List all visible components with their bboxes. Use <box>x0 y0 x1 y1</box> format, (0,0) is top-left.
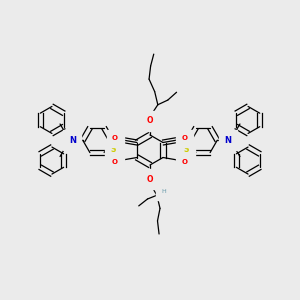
Text: O: O <box>112 135 118 141</box>
Text: O: O <box>147 175 153 184</box>
Text: S: S <box>111 146 116 154</box>
Text: S: S <box>184 146 189 154</box>
Text: O: O <box>112 159 118 165</box>
Text: H: H <box>161 189 166 194</box>
Text: O: O <box>147 116 153 125</box>
Text: N: N <box>69 136 76 145</box>
Text: O: O <box>182 159 188 165</box>
Text: O: O <box>182 135 188 141</box>
Text: N: N <box>224 136 231 145</box>
